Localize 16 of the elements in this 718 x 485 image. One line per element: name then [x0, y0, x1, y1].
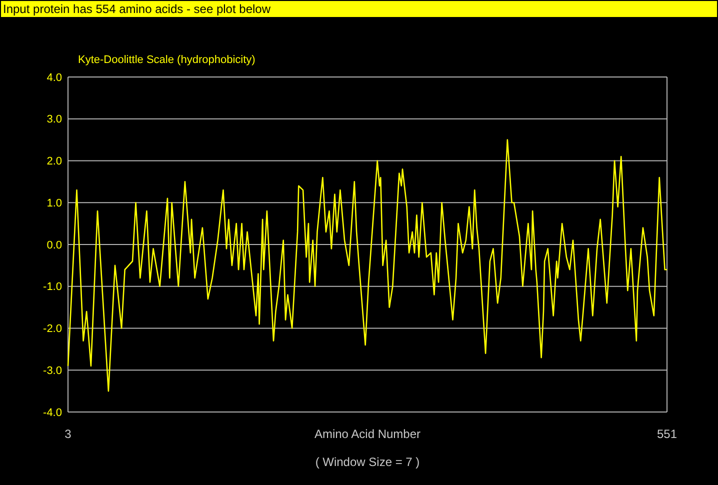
x-tick-label: 3	[64, 427, 72, 441]
y-tick-label: -1.0	[43, 281, 62, 294]
y-tick-label: -2.0	[43, 323, 62, 336]
text: ( Window Size = 7 )	[315, 455, 420, 469]
y-tick-label: 4.0	[46, 72, 62, 84]
line-series	[67, 139, 668, 392]
y-tick-label: -4.0	[43, 406, 62, 419]
y-tick-label: 0.0	[46, 239, 62, 252]
chart-title: Input protein has 554 amino acids - see plot below	[3, 2, 271, 16]
y-tick-label: 1.0	[46, 197, 62, 210]
x-tick-label: 551	[656, 427, 678, 441]
y-tick-label: -3.0	[43, 364, 62, 377]
y-tick-label: 3.0	[46, 114, 62, 126]
y-tick-label: 2.0	[46, 156, 62, 168]
y-axis-title: Kyte-Doolittle Scale (hydrophobicity)	[78, 54, 256, 66]
x-axis-title: Amino Acid Number	[314, 427, 421, 441]
